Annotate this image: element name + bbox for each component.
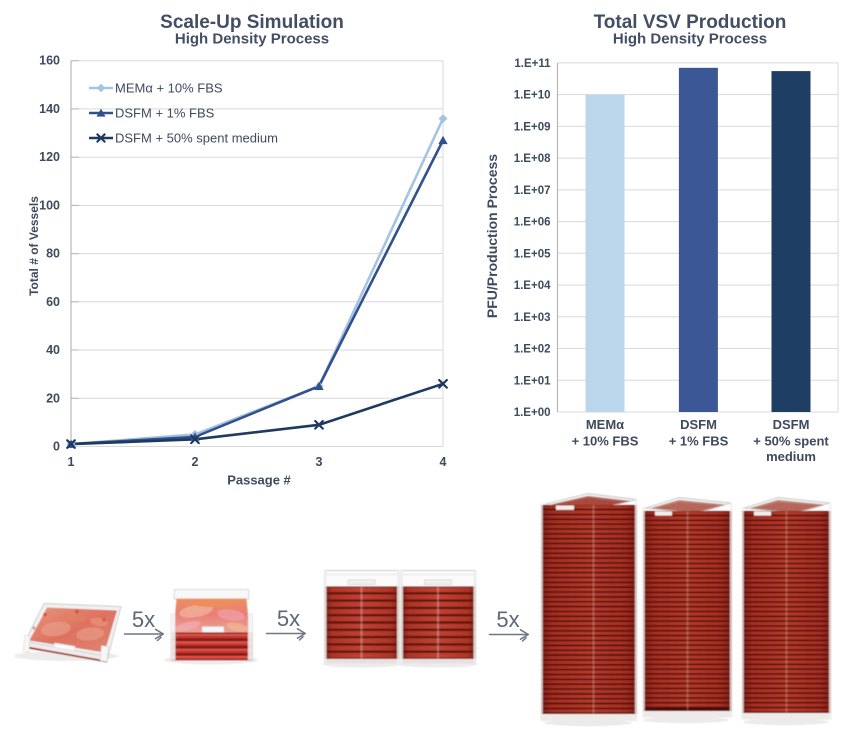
svg-text:medium: medium <box>766 449 816 464</box>
svg-text:DSFM: DSFM <box>680 417 717 432</box>
svg-text:DSFM + 50% spent medium: DSFM + 50% spent medium <box>115 131 278 146</box>
svg-text:60: 60 <box>46 295 60 309</box>
svg-text:3: 3 <box>316 455 323 469</box>
svg-text:2: 2 <box>192 455 199 469</box>
svg-text:5x: 5x <box>132 607 155 632</box>
svg-text:1.E+05: 1.E+05 <box>514 248 551 260</box>
svg-text:High Density Process: High Density Process <box>175 31 329 48</box>
svg-text:4: 4 <box>440 455 447 469</box>
svg-text:160: 160 <box>39 54 60 68</box>
svg-text:DSFM: DSFM <box>773 417 810 432</box>
svg-text:+ 1% FBS: + 1% FBS <box>669 434 729 449</box>
svg-text:1.E+11: 1.E+11 <box>514 58 551 70</box>
svg-text:1.E+07: 1.E+07 <box>514 185 551 197</box>
svg-text:5x: 5x <box>277 606 300 631</box>
svg-text:DSFM + 1% FBS: DSFM + 1% FBS <box>115 106 215 121</box>
svg-text:Scale-Up Simulation: Scale-Up Simulation <box>160 12 344 33</box>
svg-text:0: 0 <box>53 440 60 454</box>
svg-text:5x: 5x <box>496 607 519 632</box>
svg-text:+ 10% FBS: + 10% FBS <box>572 434 639 449</box>
svg-text:1.E+09: 1.E+09 <box>514 121 551 133</box>
svg-text:1.E+10: 1.E+10 <box>514 90 551 102</box>
svg-text:+ 50% spent: + 50% spent <box>753 434 829 449</box>
svg-text:1: 1 <box>68 455 75 469</box>
svg-text:Total VSV Production: Total VSV Production <box>594 12 787 33</box>
svg-text:MEMα + 10% FBS: MEMα + 10% FBS <box>115 81 223 96</box>
svg-text:1.E+04: 1.E+04 <box>514 280 551 292</box>
svg-text:1.E+01: 1.E+01 <box>514 375 551 387</box>
svg-text:1.E+08: 1.E+08 <box>514 153 551 165</box>
svg-text:High Density Process: High Density Process <box>613 31 767 48</box>
svg-text:1.E+06: 1.E+06 <box>514 217 551 229</box>
svg-text:140: 140 <box>39 102 60 116</box>
svg-text:40: 40 <box>46 343 60 357</box>
svg-text:80: 80 <box>46 247 60 261</box>
svg-text:20: 20 <box>46 391 60 405</box>
svg-text:MEMα: MEMα <box>586 417 624 432</box>
svg-text:1.E+02: 1.E+02 <box>514 344 551 356</box>
svg-text:1.E+03: 1.E+03 <box>514 312 551 324</box>
svg-text:Total # of Vessels: Total # of Vessels <box>27 196 41 296</box>
svg-text:PFU/Production Process: PFU/Production Process <box>484 154 500 318</box>
svg-text:1.E+00: 1.E+00 <box>514 407 551 419</box>
svg-text:Passage #: Passage # <box>227 473 291 488</box>
svg-text:120: 120 <box>39 150 60 164</box>
svg-text:100: 100 <box>39 198 60 212</box>
